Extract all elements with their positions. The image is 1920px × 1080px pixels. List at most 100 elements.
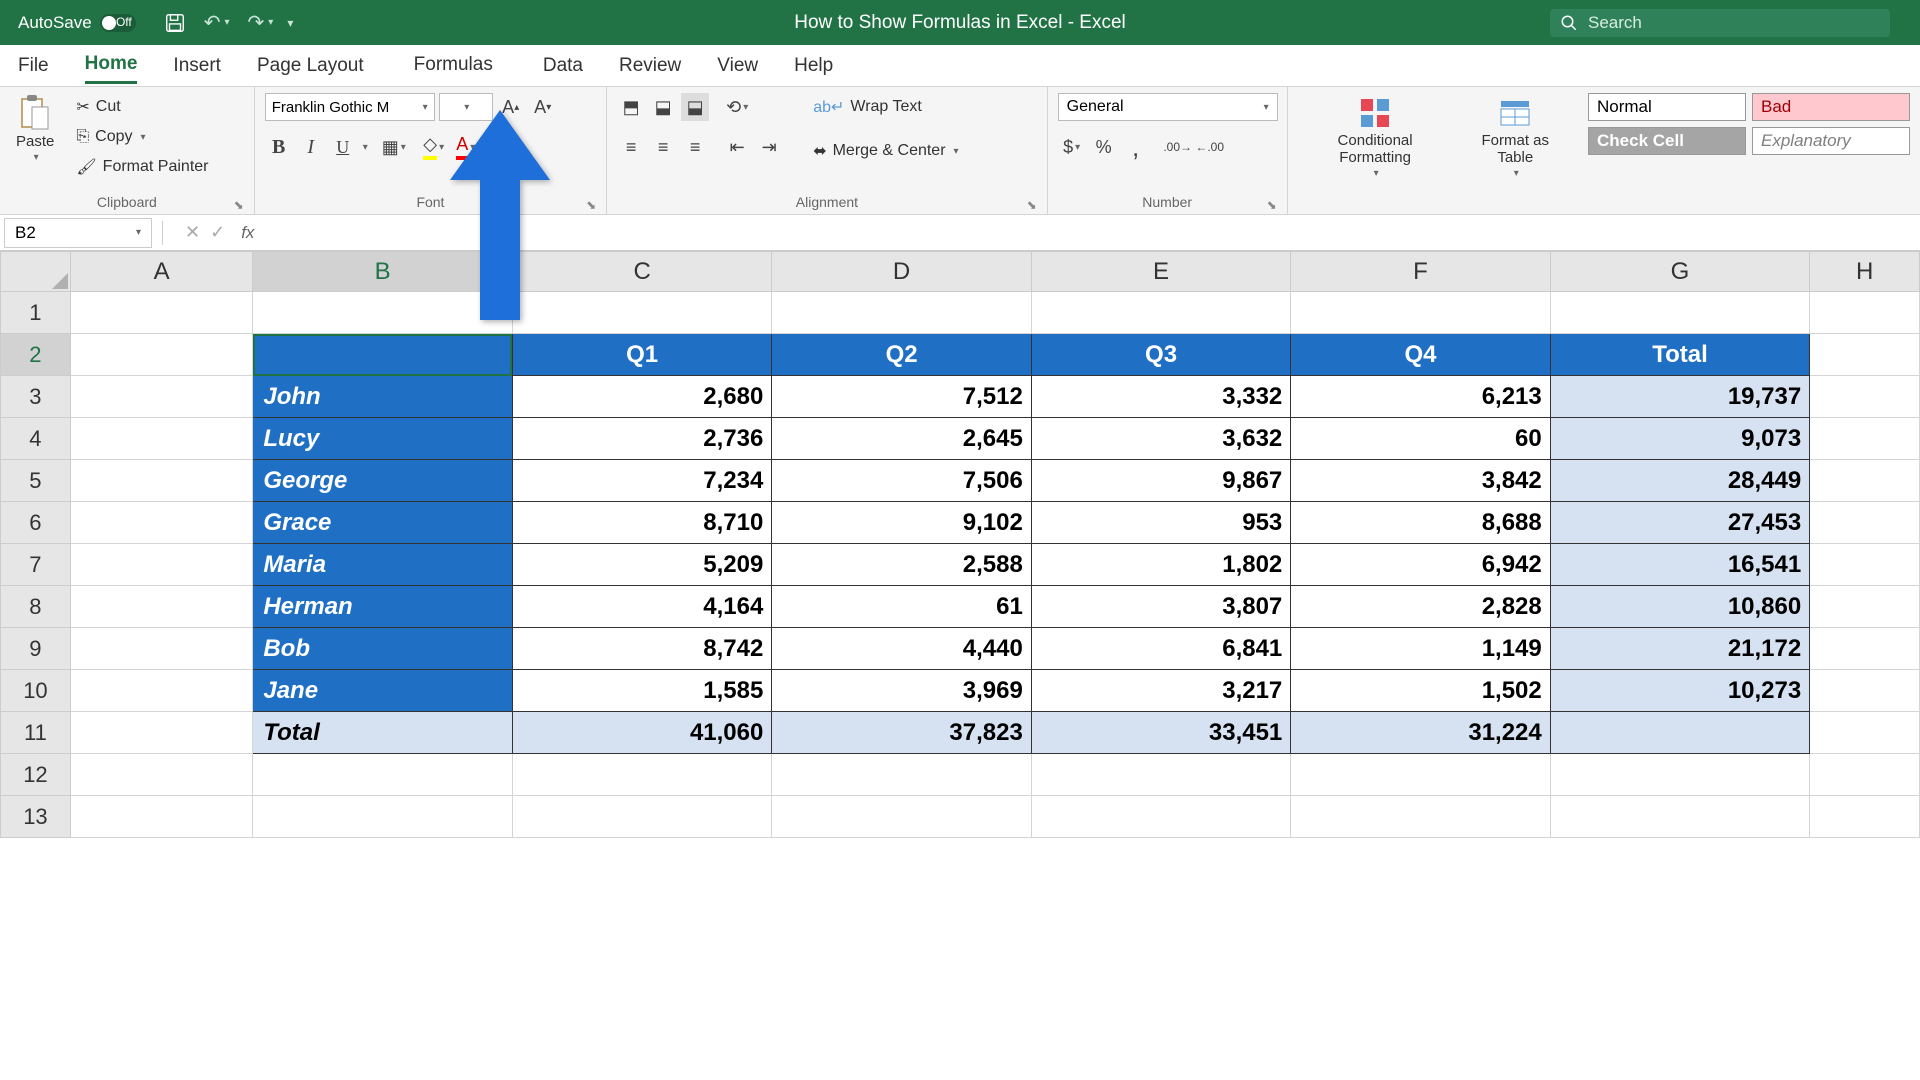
cell-D13[interactable] bbox=[772, 796, 1031, 838]
cell-D9[interactable]: 4,440 bbox=[772, 628, 1031, 670]
cell-G3[interactable]: 19,737 bbox=[1550, 376, 1809, 418]
cell-E3[interactable]: 3,332 bbox=[1031, 376, 1290, 418]
toggle-switch[interactable]: Off bbox=[100, 14, 136, 32]
comma-button[interactable]: , bbox=[1122, 133, 1150, 161]
row-header-10[interactable]: 10 bbox=[1, 670, 71, 712]
cell-G2[interactable]: Total bbox=[1550, 334, 1809, 376]
cell-B5[interactable]: George bbox=[253, 460, 513, 502]
tab-review[interactable]: Review bbox=[619, 49, 681, 83]
cell-E8[interactable]: 3,807 bbox=[1031, 586, 1290, 628]
align-left-button[interactable]: ≡ bbox=[617, 133, 645, 161]
cell-A6[interactable] bbox=[70, 502, 252, 544]
increase-indent-button[interactable]: ⇥ bbox=[755, 133, 783, 161]
copy-button[interactable]: ⎘Copy▾ bbox=[72, 123, 212, 151]
cell-H10[interactable] bbox=[1810, 670, 1920, 712]
orientation-button[interactable]: ⟲▾ bbox=[723, 93, 751, 121]
qat-customize[interactable]: ▾ bbox=[287, 16, 293, 30]
cell-E6[interactable]: 953 bbox=[1031, 502, 1290, 544]
number-launcher[interactable]: ⬊ bbox=[1267, 198, 1277, 212]
style-normal[interactable]: Normal bbox=[1588, 93, 1746, 121]
cell-H12[interactable] bbox=[1810, 754, 1920, 796]
format-painter-button[interactable]: 🖌Format Painter bbox=[72, 153, 212, 181]
cell-H2[interactable] bbox=[1810, 334, 1920, 376]
cell-A11[interactable] bbox=[70, 712, 252, 754]
col-header-G[interactable]: G bbox=[1550, 252, 1809, 292]
border-button[interactable]: ▦▾ bbox=[380, 133, 408, 161]
percent-button[interactable]: % bbox=[1090, 133, 1118, 161]
cell-H11[interactable] bbox=[1810, 712, 1920, 754]
cell-A5[interactable] bbox=[70, 460, 252, 502]
row-header-9[interactable]: 9 bbox=[1, 628, 71, 670]
spreadsheet-grid[interactable]: ABCDEFGH12Q1Q2Q3Q4Total3John2,6807,5123,… bbox=[0, 251, 1920, 838]
tab-file[interactable]: File bbox=[18, 49, 49, 83]
number-format-select[interactable]: General▾ bbox=[1058, 93, 1278, 121]
cell-F11[interactable]: 31,224 bbox=[1291, 712, 1550, 754]
cell-E11[interactable]: 33,451 bbox=[1031, 712, 1290, 754]
cell-G13[interactable] bbox=[1550, 796, 1809, 838]
cell-B3[interactable]: John bbox=[253, 376, 513, 418]
tab-formulas[interactable]: Formulas bbox=[400, 48, 507, 83]
style-explanatory[interactable]: Explanatory bbox=[1752, 127, 1910, 155]
tab-help[interactable]: Help bbox=[794, 49, 833, 83]
cell-C11[interactable]: 41,060 bbox=[512, 712, 771, 754]
cell-A8[interactable] bbox=[70, 586, 252, 628]
clipboard-launcher[interactable]: ⬊ bbox=[234, 198, 244, 212]
fx-icon[interactable]: fx bbox=[241, 223, 254, 243]
cell-A13[interactable] bbox=[70, 796, 252, 838]
tab-home[interactable]: Home bbox=[85, 47, 138, 84]
cell-C3[interactable]: 2,680 bbox=[512, 376, 771, 418]
col-header-C[interactable]: C bbox=[512, 252, 771, 292]
cell-H8[interactable] bbox=[1810, 586, 1920, 628]
cancel-formula-button[interactable]: ✕ bbox=[185, 222, 200, 243]
row-header-7[interactable]: 7 bbox=[1, 544, 71, 586]
cell-G4[interactable]: 9,073 bbox=[1550, 418, 1809, 460]
col-header-E[interactable]: E bbox=[1031, 252, 1290, 292]
cell-D4[interactable]: 2,645 bbox=[772, 418, 1031, 460]
cell-D3[interactable]: 7,512 bbox=[772, 376, 1031, 418]
cell-A9[interactable] bbox=[70, 628, 252, 670]
cell-C10[interactable]: 1,585 bbox=[512, 670, 771, 712]
cell-C7[interactable]: 5,209 bbox=[512, 544, 771, 586]
cell-G10[interactable]: 10,273 bbox=[1550, 670, 1809, 712]
cell-C4[interactable]: 2,736 bbox=[512, 418, 771, 460]
increase-decimal-button[interactable]: .00→ bbox=[1164, 133, 1192, 161]
cell-F9[interactable]: 1,149 bbox=[1291, 628, 1550, 670]
cell-G1[interactable] bbox=[1550, 292, 1809, 334]
cell-H5[interactable] bbox=[1810, 460, 1920, 502]
cell-H7[interactable] bbox=[1810, 544, 1920, 586]
cell-B6[interactable]: Grace bbox=[253, 502, 513, 544]
style-check-cell[interactable]: Check Cell bbox=[1588, 127, 1746, 155]
cell-G5[interactable]: 28,449 bbox=[1550, 460, 1809, 502]
col-header-F[interactable]: F bbox=[1291, 252, 1550, 292]
align-right-button[interactable]: ≡ bbox=[681, 133, 709, 161]
cell-H3[interactable] bbox=[1810, 376, 1920, 418]
row-header-3[interactable]: 3 bbox=[1, 376, 71, 418]
cell-B10[interactable]: Jane bbox=[253, 670, 513, 712]
save-icon[interactable] bbox=[164, 12, 186, 34]
cell-F6[interactable]: 8,688 bbox=[1291, 502, 1550, 544]
cell-E10[interactable]: 3,217 bbox=[1031, 670, 1290, 712]
cell-A12[interactable] bbox=[70, 754, 252, 796]
align-top-button[interactable]: ⬒ bbox=[617, 93, 645, 121]
merge-center-button[interactable]: ⬌Merge & Center▾ bbox=[809, 137, 962, 165]
cell-C13[interactable] bbox=[512, 796, 771, 838]
row-header-11[interactable]: 11 bbox=[1, 712, 71, 754]
align-bottom-button[interactable]: ⬓ bbox=[681, 93, 709, 121]
cell-H13[interactable] bbox=[1810, 796, 1920, 838]
cell-D8[interactable]: 61 bbox=[772, 586, 1031, 628]
wrap-text-button[interactable]: ab↵Wrap Text bbox=[809, 93, 962, 121]
accounting-button[interactable]: $▾ bbox=[1058, 133, 1086, 161]
decrease-decimal-button[interactable]: ←.00 bbox=[1196, 133, 1224, 161]
tab-insert[interactable]: Insert bbox=[173, 49, 221, 83]
cell-G11[interactable] bbox=[1550, 712, 1809, 754]
row-header-4[interactable]: 4 bbox=[1, 418, 71, 460]
cell-B12[interactable] bbox=[253, 754, 513, 796]
row-header-13[interactable]: 13 bbox=[1, 796, 71, 838]
row-header-1[interactable]: 1 bbox=[1, 292, 71, 334]
cell-G8[interactable]: 10,860 bbox=[1550, 586, 1809, 628]
cell-D1[interactable] bbox=[772, 292, 1031, 334]
cell-C6[interactable]: 8,710 bbox=[512, 502, 771, 544]
autosave-toggle[interactable]: AutoSave Off bbox=[18, 13, 136, 33]
cell-E1[interactable] bbox=[1031, 292, 1290, 334]
align-middle-button[interactable]: ⬓ bbox=[649, 93, 677, 121]
